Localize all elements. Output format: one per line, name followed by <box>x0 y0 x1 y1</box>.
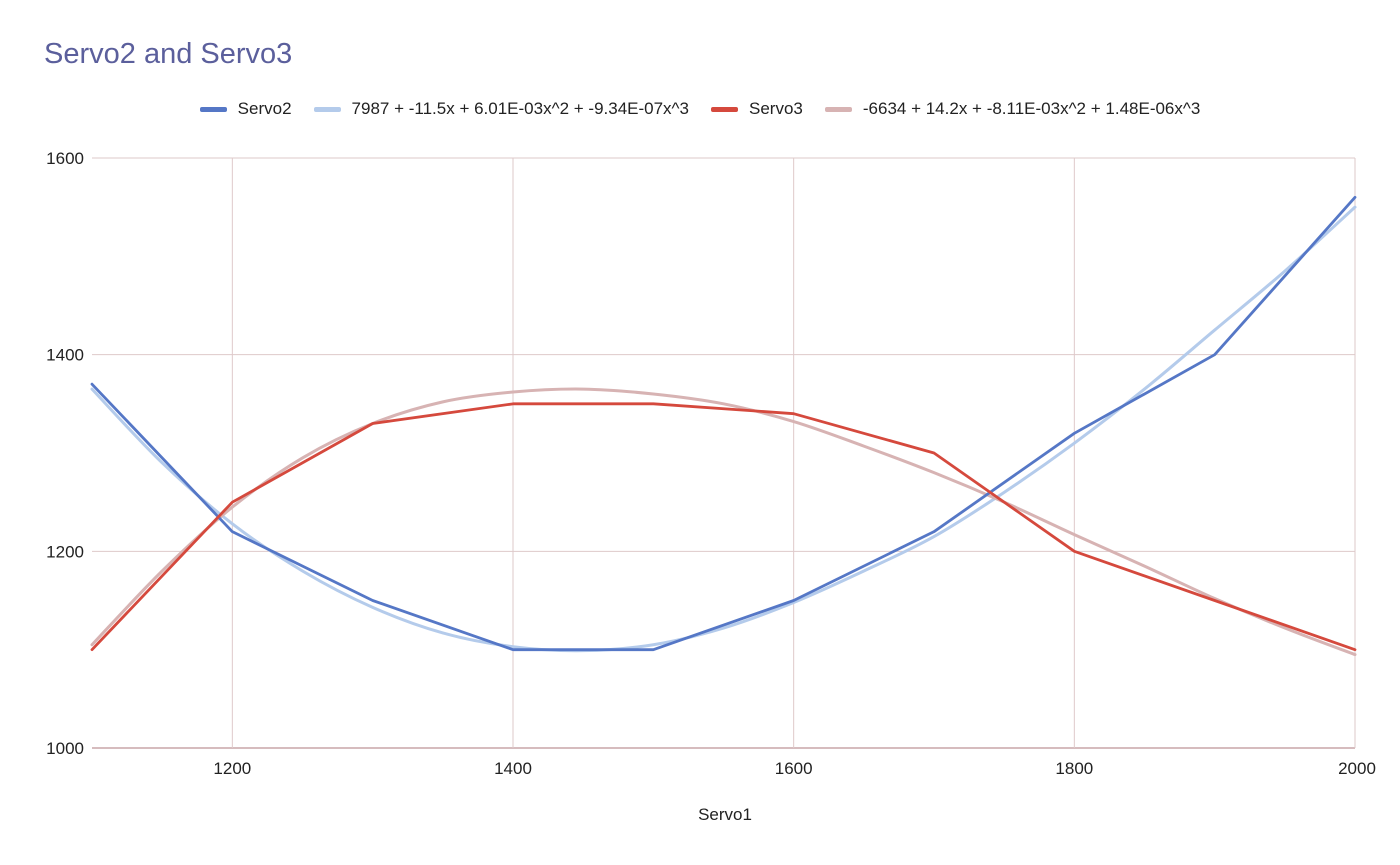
y-tick-label: 1200 <box>46 542 84 561</box>
legend-swatch-servo3 <box>711 106 738 112</box>
y-tick-label: 1600 <box>46 149 84 168</box>
legend-item-servo3: Servo3 <box>711 99 803 119</box>
y-tick-label: 1000 <box>46 739 84 758</box>
tick-layer: 1000 1200 1400 1600 1200 1400 1600 1800 2000 <box>46 149 1376 778</box>
y-tick-label: 1400 <box>46 346 84 365</box>
x-axis-title: Servo1 <box>698 805 752 824</box>
x-tick-label: 1200 <box>213 759 251 778</box>
series-layer <box>90 195 1357 657</box>
x-tick-label: 2000 <box>1338 759 1376 778</box>
grid-layer <box>92 157 1356 749</box>
legend-item-servo2: Servo2 <box>199 99 292 119</box>
series-line-servo3 <box>90 402 1357 652</box>
x-tick-label: 1400 <box>494 759 532 778</box>
x-tick-label: 1800 <box>1055 759 1093 778</box>
chart-legend: Servo2 7987 + -11.5x + 6.01E-03x^2 + -9.… <box>0 99 1400 119</box>
legend-item-servo2-trendline: 7987 + -11.5x + 6.01E-03x^2 + -9.34E-07x… <box>313 99 689 119</box>
legend-swatch-servo2-trendline <box>313 106 341 112</box>
legend-swatch-servo3-trendline <box>824 106 852 112</box>
legend-label-servo2-trendline: 7987 + -11.5x + 6.01E-03x^2 + -9.34E-07x… <box>351 99 689 118</box>
legend-item-servo3-trendline: -6634 + 14.2x + -8.11E-03x^2 + 1.48E-06x… <box>824 99 1201 119</box>
trendline-servo3 <box>90 387 1357 657</box>
series-line-servo2 <box>90 195 1357 652</box>
legend-label-servo3-trendline: -6634 + 14.2x + -8.11E-03x^2 + 1.48E-06x… <box>862 99 1201 118</box>
legend-label-servo3: Servo3 <box>749 99 803 118</box>
trendline-servo2 <box>90 205 1357 653</box>
legend-swatch-servo2 <box>199 106 227 112</box>
chart-title: Servo2 and Servo3 <box>44 38 293 70</box>
x-tick-label: 1600 <box>775 759 813 778</box>
legend-label-servo2: Servo2 <box>237 99 292 118</box>
